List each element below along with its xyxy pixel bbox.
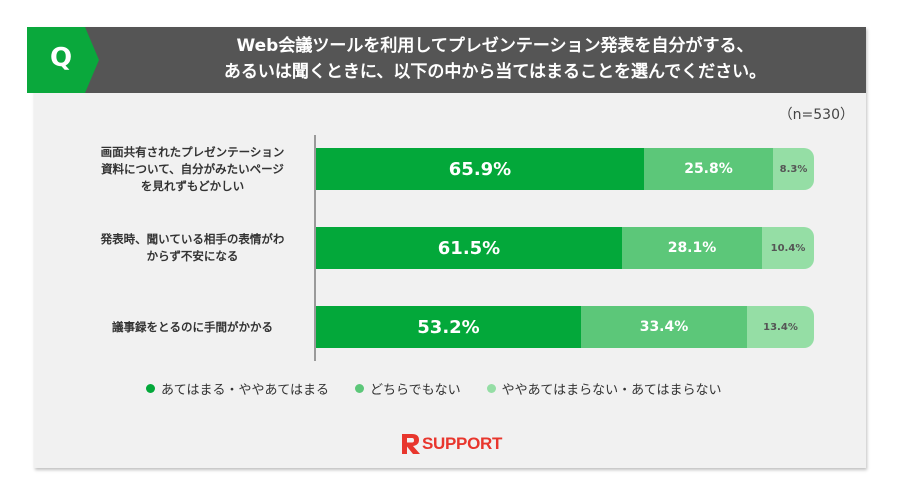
question-badge: Q xyxy=(27,27,99,93)
question-text: Web会議ツールを利用してプレゼンテーション発表を自分がする、 あるいは聞くとき… xyxy=(223,36,767,82)
chart-legend: あてはまる・ややあてはまる どちらでもない ややあてはまらない・あてはまらない xyxy=(146,378,748,398)
logo-text: SUPPORT xyxy=(422,434,503,453)
chart-axis-line xyxy=(314,135,316,361)
bar-value-label: 25.8% xyxy=(684,161,733,177)
badge-shape-icon xyxy=(27,27,99,93)
bar-row: 65.9% 25.8% 8.3% xyxy=(316,148,814,190)
bar-segment: 8.3% xyxy=(773,148,814,190)
legend-label: どちらでもない xyxy=(369,382,461,398)
bar-segment: 10.4% xyxy=(762,227,814,269)
bar-segment: 65.9% xyxy=(316,148,644,190)
legend-dot-icon xyxy=(486,383,496,393)
bar-segment: 53.2% xyxy=(316,306,581,348)
bar-segment: 61.5% xyxy=(316,227,622,269)
bar-row: 61.5% 28.1% 10.4% xyxy=(316,227,814,269)
bar-value-label: 53.2% xyxy=(417,316,480,338)
legend-dot-icon xyxy=(146,383,155,393)
bar-value-label: 65.9% xyxy=(448,158,512,180)
bar-value-label: 10.4% xyxy=(770,242,806,254)
category-label: 画面共有されたプレゼンテーション 資料について、自分がみたいページ を見れずもど… xyxy=(100,144,285,193)
bar-value-label: 13.4% xyxy=(763,321,798,333)
legend-item: あてはまる・ややあてはまる xyxy=(146,379,329,398)
question-badge-letter: Q xyxy=(49,43,73,73)
bar-segment: 28.1% xyxy=(622,227,762,269)
bar-value-label: 28.1% xyxy=(667,240,717,256)
bar-value-label: 61.5% xyxy=(437,237,501,259)
bar-segment: 13.4% xyxy=(747,306,814,348)
rsupport-r-logo-icon xyxy=(402,434,420,454)
category-label: 議事録をとるのに手間がかかる xyxy=(112,319,273,334)
legend-label: ややあてはまらない・あてはまらない xyxy=(501,382,722,398)
category-label: 発表時、聞いている相手の表情がわ からず不安になる xyxy=(100,232,285,263)
legend-dot-icon xyxy=(354,383,364,393)
bar-segment: 33.4% xyxy=(581,306,747,348)
legend-item: ややあてはまらない・あてはまらない xyxy=(486,379,722,398)
bar-value-label: 33.4% xyxy=(639,319,689,335)
rsupport-logo: SUPPORT xyxy=(401,430,502,458)
sample-size-label: （n=530） xyxy=(778,107,854,123)
question-header xyxy=(34,27,866,93)
bar-segment: 25.8% xyxy=(644,148,773,190)
bar-value-label: 8.3% xyxy=(779,163,808,175)
bar-row: 53.2% 33.4% 13.4% xyxy=(316,306,814,348)
legend-item: どちらでもない xyxy=(354,379,461,398)
legend-label: あてはまる・ややあてはまる xyxy=(161,382,329,398)
